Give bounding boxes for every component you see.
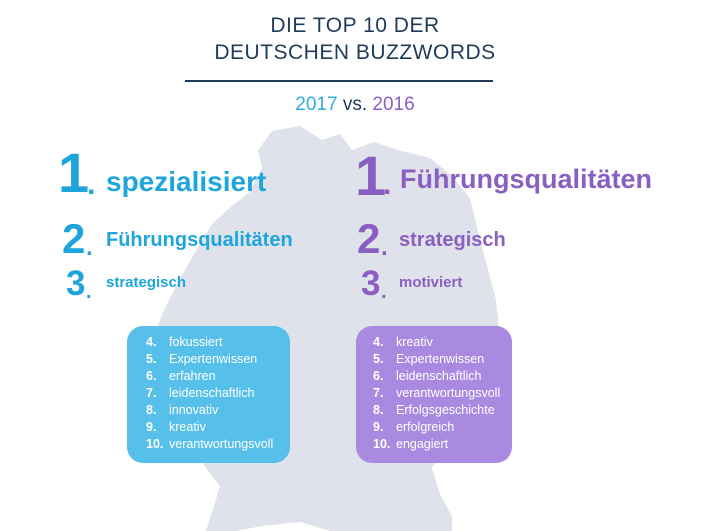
list-rank: 7.: [146, 386, 157, 400]
buzzword: strategisch: [399, 229, 506, 251]
rank-number: 1: [355, 144, 387, 207]
list-rank: 4.: [373, 335, 384, 349]
list-word: fokussiert: [169, 335, 223, 349]
list-item: 7. leidenschaftlich: [127, 385, 290, 402]
rank-number: 2: [62, 215, 86, 262]
list-item: 10. engagiert: [356, 436, 512, 453]
rank-number: 1: [58, 141, 90, 204]
list-rank: 5.: [373, 352, 384, 366]
list-word: verantwortungsvoll: [396, 386, 501, 400]
list-rank: 5.: [146, 352, 157, 366]
rank-number: 3: [361, 264, 381, 303]
rank-dot: .: [87, 168, 96, 201]
list-item: 5. Expertenwissen: [356, 351, 512, 368]
list-rank: 7.: [373, 386, 384, 400]
year-2016: 2016: [372, 94, 415, 115]
list-rank: 10.: [146, 437, 164, 451]
buzzword: spezialisiert: [106, 166, 267, 197]
title-divider: [185, 80, 493, 82]
list-word: erfahren: [169, 369, 216, 383]
title-line-2: DEUTSCHEN BUZZWORDS: [214, 41, 496, 64]
list-item: 9. erfolgreich: [356, 419, 512, 436]
ranking-2017-rest-box: 4. fokussiert 5. Expertenwissen 6. erfahren…: [127, 326, 290, 463]
list-item: 10. verantwortungsvoll: [127, 436, 290, 453]
list-rank: 10.: [373, 437, 391, 451]
rank-dot: .: [383, 168, 392, 201]
list-rank: 6.: [146, 369, 157, 383]
rank-number: 3: [66, 264, 86, 303]
list-word: erfolgreich: [396, 420, 455, 434]
list-word: leidenschaftlich: [396, 369, 482, 383]
list-item: 9. kreativ: [127, 419, 290, 436]
buzzword: Führungsqualitäten: [400, 164, 652, 194]
rank-dot: .: [86, 281, 92, 303]
list-item: 8. Erfolgsgeschichte: [356, 402, 512, 419]
list-word: Expertenwissen: [396, 352, 485, 366]
list-item: 7. verantwortungsvoll: [356, 385, 512, 402]
list-word: innovativ: [169, 403, 219, 417]
list-rank: 6.: [373, 369, 384, 383]
rank-dot: .: [381, 281, 387, 303]
list-item: 4. kreativ: [356, 334, 512, 351]
rank-dot: .: [381, 234, 388, 261]
buzzword: Führungsqualitäten: [106, 229, 293, 251]
list-item: 8. innovativ: [127, 402, 290, 419]
list-item: 6. leidenschaftlich: [356, 368, 512, 385]
list-word: Expertenwissen: [169, 352, 258, 366]
list-word: Erfolgsgeschichte: [396, 403, 495, 417]
vs-label: vs.: [342, 94, 368, 115]
list-rank: 8.: [146, 403, 157, 417]
buzzword: motiviert: [399, 274, 463, 291]
list-rank: 9.: [373, 420, 384, 434]
list-word: kreativ: [396, 335, 433, 349]
list-item: 5. Expertenwissen: [127, 351, 290, 368]
buzzword: strategisch: [106, 274, 187, 291]
list-rank: 8.: [373, 403, 384, 417]
year-2017: 2017: [295, 94, 338, 115]
list-item: 6. erfahren: [127, 368, 290, 385]
ranking-2016-rest-box: 4. kreativ 5. Expertenwissen 6. leidenschaf…: [356, 326, 512, 463]
list-rank: 9.: [146, 420, 157, 434]
list-word: leidenschaftlich: [169, 386, 255, 400]
year-comparison: 2017 vs. 2016: [0, 94, 710, 116]
ranking-2016-rest-list: 4. kreativ 5. Expertenwissen 6. leidenschaf…: [356, 334, 512, 453]
rank-dot: .: [86, 234, 93, 261]
list-word: verantwortungsvoll: [169, 437, 274, 451]
list-word: kreativ: [169, 420, 206, 434]
list-word: engagiert: [396, 437, 449, 451]
rank-number: 2: [357, 215, 381, 262]
list-item: 4. fokussiert: [127, 334, 290, 351]
list-rank: 4.: [146, 335, 157, 349]
ranking-2017-rest-list: 4. fokussiert 5. Expertenwissen 6. erfahren…: [127, 334, 290, 453]
title-line-1: DIE TOP 10 DER: [270, 14, 440, 37]
